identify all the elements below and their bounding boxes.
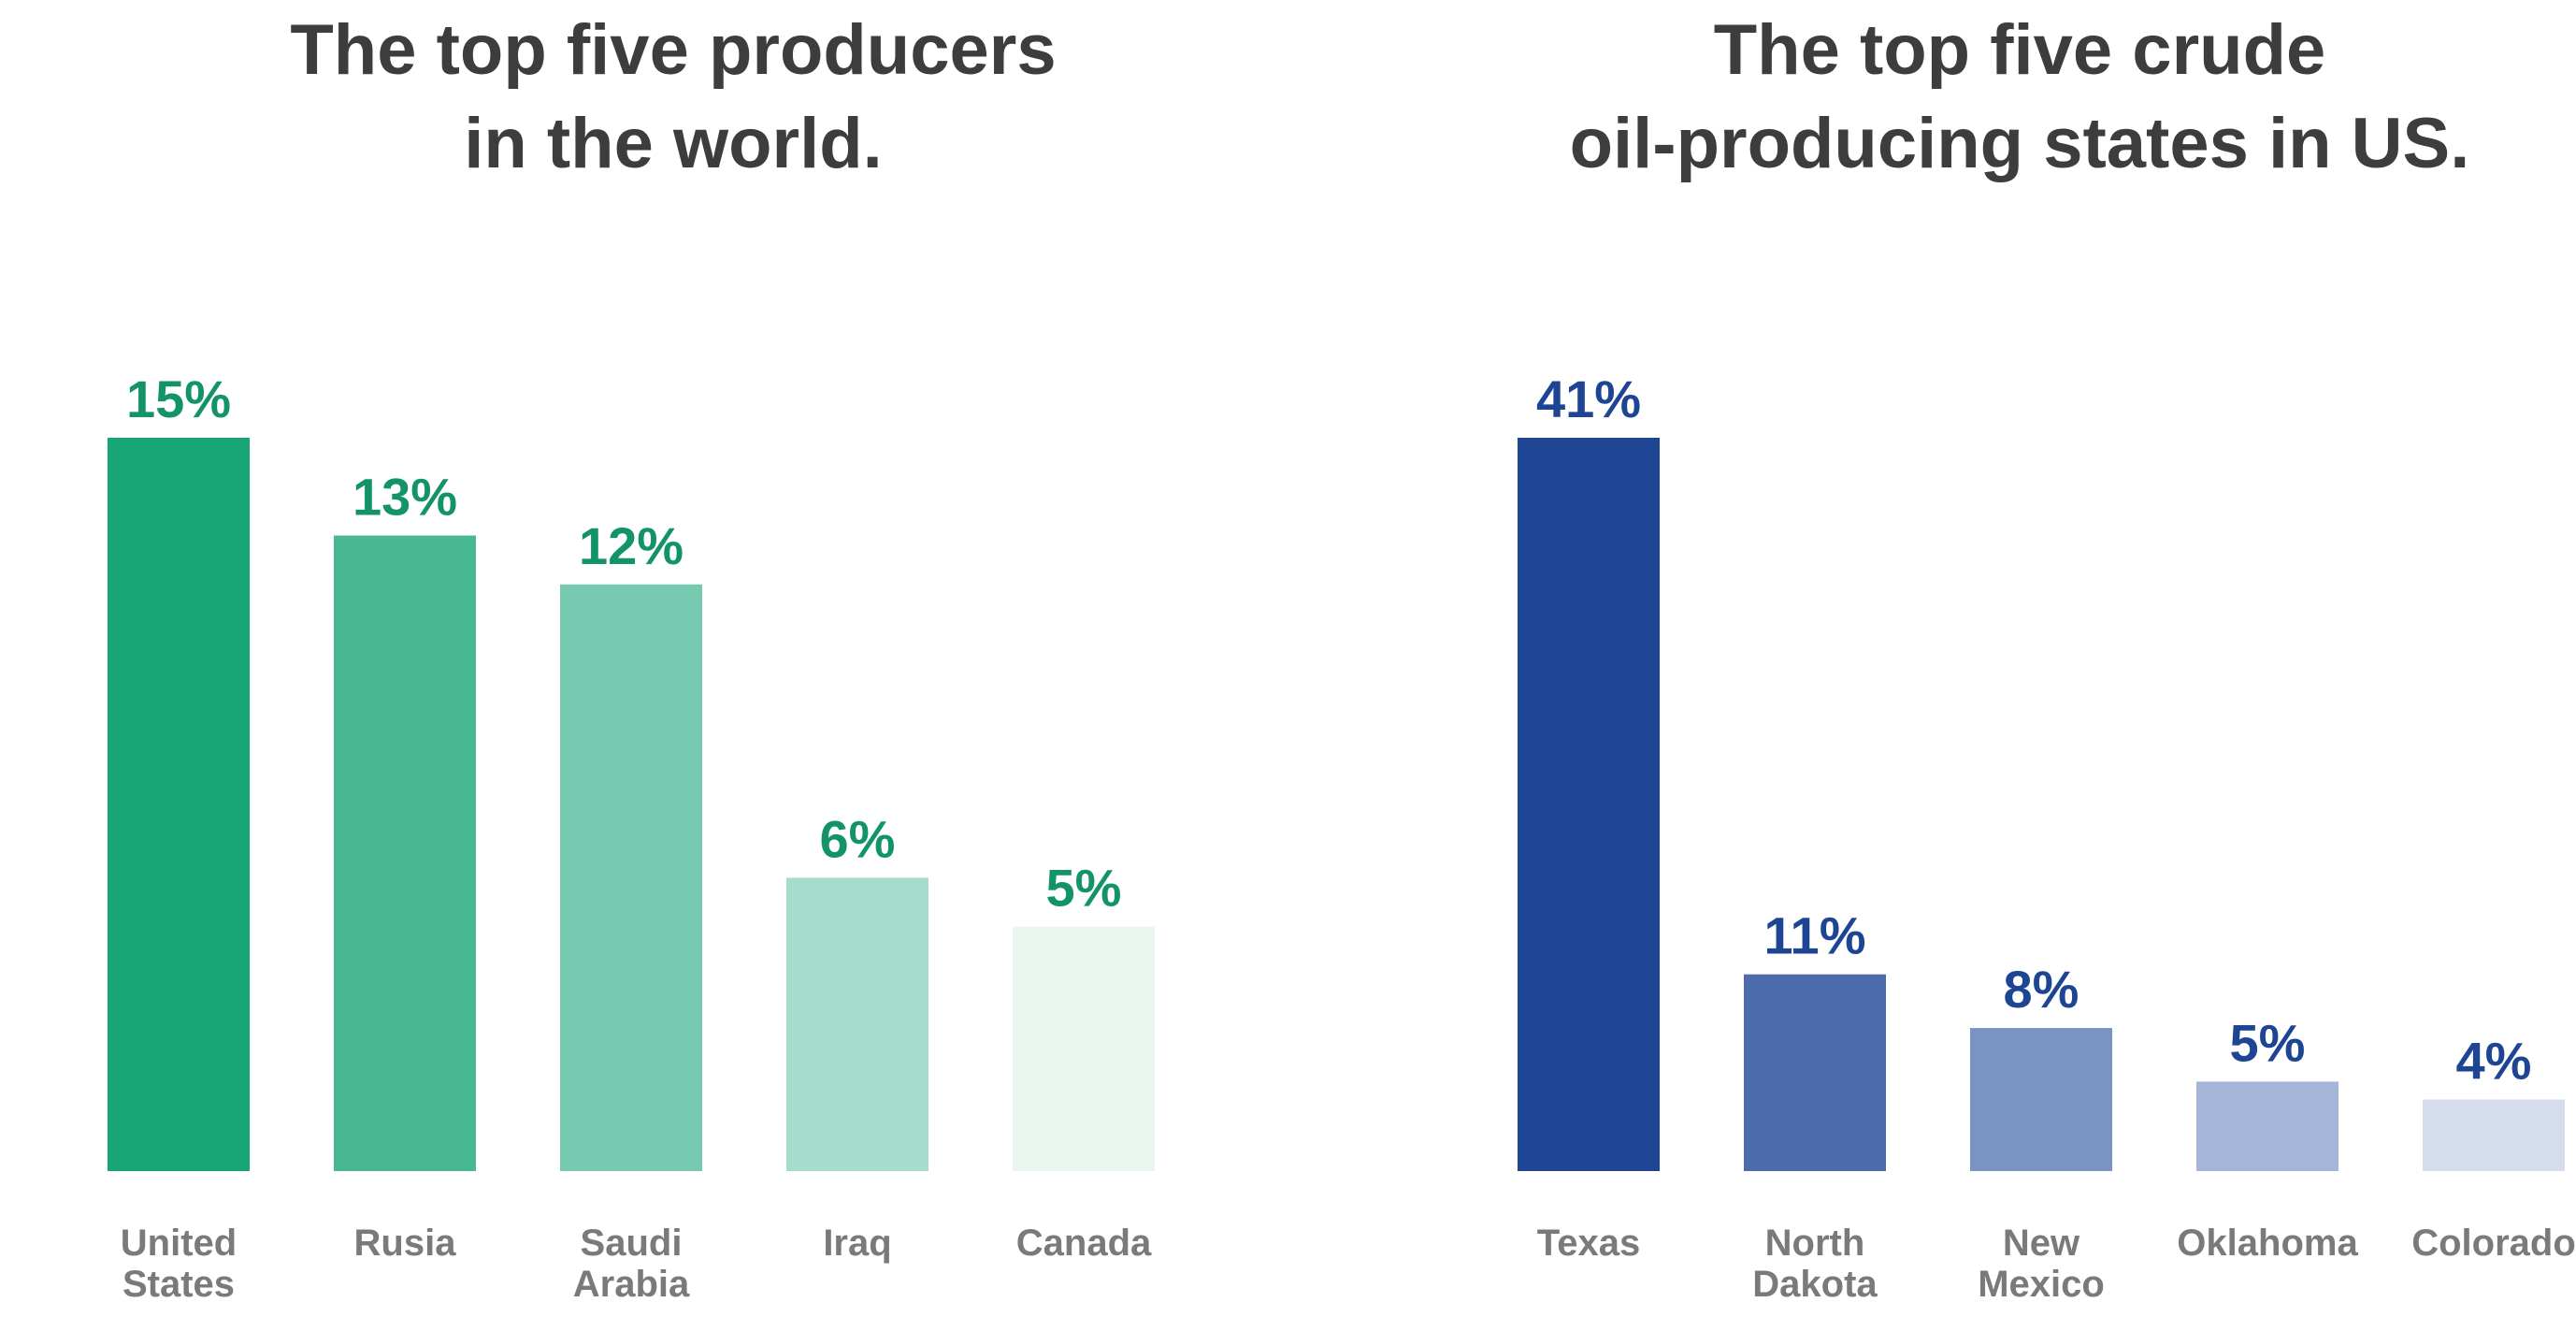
bar-value-label: 6% <box>820 809 896 868</box>
bar <box>1013 926 1155 1171</box>
bar <box>1970 1028 2112 1171</box>
bar-value-label: 41% <box>1536 369 1641 428</box>
bar-value-label: 15% <box>126 369 231 428</box>
bar <box>1744 974 1886 1171</box>
bar-chart-world-producers: 15% United States 13% Rusia 12% Saudi Arabia 6% I… <box>108 369 1155 1305</box>
category-label: New Mexico <box>1978 1223 2105 1305</box>
bar <box>1518 438 1660 1171</box>
bar <box>560 584 702 1171</box>
category-label: Canada <box>1016 1223 1152 1264</box>
category-label: Texas <box>1537 1223 1640 1264</box>
bar-value-label: 5% <box>1046 859 1122 918</box>
category-label: Oklahoma <box>2177 1223 2358 1264</box>
bar <box>2196 1081 2339 1171</box>
category-label: United States <box>121 1223 237 1305</box>
chart-world-producers: The top five producers in the world. 15%… <box>108 10 1155 1305</box>
bar <box>786 877 928 1171</box>
category-label: Iraq <box>823 1223 891 1264</box>
category-label: Rusia <box>354 1223 457 1264</box>
bar <box>2423 1099 2565 1171</box>
bar <box>334 535 476 1171</box>
category-label: Saudi Arabia <box>573 1223 690 1305</box>
bar-value-label: 12% <box>579 516 684 575</box>
bar-value-label: 11% <box>1764 906 1866 965</box>
bar-value-label: 13% <box>353 468 457 527</box>
chart-us-states: The top five crude oil-producing states … <box>1421 0 2576 1317</box>
bar <box>108 438 250 1171</box>
chart-title: The top five crude oil-producing states … <box>1569 10 2470 183</box>
category-label: North Dakota <box>1752 1223 1878 1305</box>
bar-chart-us-states: 41% Texas 11% North Dakota 8% New Mexico 5% Oklah… <box>1518 369 2576 1305</box>
bar-value-label: 8% <box>2004 960 2080 1019</box>
chart-title: The top five producers in the world. <box>290 10 1057 183</box>
bar-value-label: 4% <box>2456 1032 2532 1091</box>
category-label: Colorado <box>2411 1223 2576 1264</box>
bar-value-label: 5% <box>2230 1013 2306 1072</box>
